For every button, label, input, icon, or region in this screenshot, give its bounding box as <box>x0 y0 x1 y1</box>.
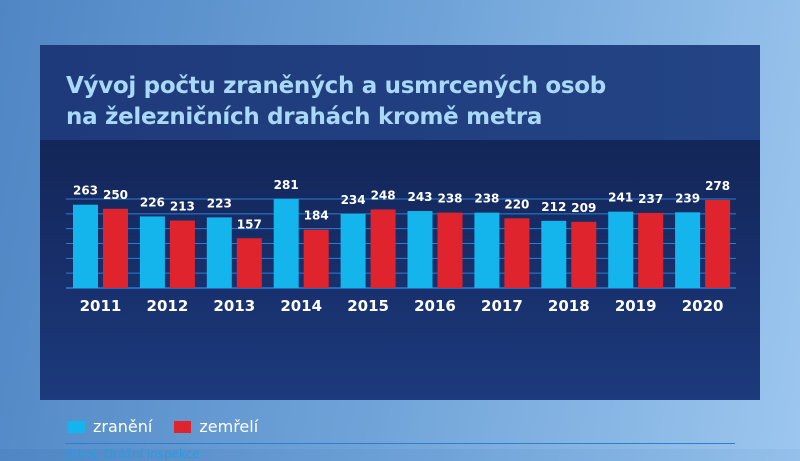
bar-chart: 263 250 2011 226 213 2012 223 157 2013 281 184 2014… <box>66 178 736 315</box>
x-tick-label: 2017 <box>481 297 523 315</box>
data-label: 237 <box>638 192 663 206</box>
bar-zraneni <box>273 199 299 288</box>
data-label: 238 <box>474 192 499 206</box>
bar-zemreli <box>437 212 463 288</box>
legend-label-zraneni: zranění <box>93 417 153 436</box>
bar-zemreli <box>103 208 128 288</box>
title-line-2: na železničních drahách kromě metra <box>66 104 543 130</box>
data-label: 220 <box>504 197 529 211</box>
legend-item-zemreli: zemřelí <box>174 417 258 436</box>
bar-zemreli <box>571 221 597 288</box>
data-label: 157 <box>237 217 262 231</box>
legend: zranění zemřelí <box>68 417 280 436</box>
data-label: 278 <box>705 179 730 193</box>
data-label: 239 <box>675 191 700 205</box>
bar-zemreli <box>236 238 262 288</box>
chart-panel: Vývoj počtu zraněných a usmrcených osob … <box>40 45 760 461</box>
bar-zemreli <box>705 199 731 288</box>
title-line-1: Vývoj počtu zraněných a usmrcených osob <box>66 73 606 99</box>
x-tick-label: 2011 <box>80 297 122 315</box>
x-tick-label: 2018 <box>548 297 590 315</box>
data-label: 184 <box>304 209 329 223</box>
data-label: 212 <box>541 200 566 214</box>
x-tick-label: 2016 <box>414 297 456 315</box>
data-label: 223 <box>207 196 232 210</box>
x-tick-label: 2012 <box>147 297 189 315</box>
divider <box>65 443 735 444</box>
bar-zraneni <box>206 217 232 288</box>
data-label: 226 <box>140 195 165 209</box>
data-label: 234 <box>341 193 366 207</box>
bar-zraneni <box>474 212 500 288</box>
x-tick-label: 2020 <box>682 297 724 315</box>
data-label: 241 <box>608 191 633 205</box>
data-label: 238 <box>437 192 462 206</box>
bar-zraneni <box>139 216 165 288</box>
chart-title: Vývoj počtu zraněných a usmrcených osob … <box>66 71 606 133</box>
data-label: 250 <box>103 188 128 202</box>
data-label: 209 <box>571 201 596 215</box>
bar-zemreli <box>370 209 396 288</box>
data-label: 263 <box>73 184 98 198</box>
bar-zraneni <box>340 213 366 288</box>
data-label: 243 <box>407 190 432 204</box>
legend-item-zraneni: zranění <box>68 417 152 436</box>
bar-zraneni <box>541 220 567 288</box>
bar-zemreli <box>303 229 329 288</box>
bar-zraneni <box>73 204 98 288</box>
title-area: Vývoj počtu zraněných a usmrcených osob … <box>40 45 760 140</box>
bar-zemreli <box>169 220 195 288</box>
bar-zraneni <box>407 211 433 288</box>
data-label: 213 <box>170 200 195 214</box>
bar-zemreli <box>504 218 530 288</box>
data-label: 248 <box>371 188 396 202</box>
source-note: Zdroj: Drážní inspekce <box>65 447 200 461</box>
bar-zraneni <box>608 211 634 288</box>
legend-label-zemreli: zemřelí <box>199 417 259 436</box>
legend-swatch-zraneni <box>68 420 85 433</box>
x-tick-label: 2014 <box>280 297 322 315</box>
legend-swatch-zemreli <box>174 420 192 433</box>
x-tick-label: 2013 <box>213 297 255 315</box>
bar-zemreli <box>638 212 664 288</box>
chart-area: 263 250 2011 226 213 2012 223 157 2013 281 184 2014… <box>40 140 760 461</box>
x-tick-label: 2015 <box>347 297 389 315</box>
data-label: 281 <box>274 178 299 192</box>
x-tick-label: 2019 <box>615 297 657 315</box>
bar-zraneni <box>675 212 701 288</box>
